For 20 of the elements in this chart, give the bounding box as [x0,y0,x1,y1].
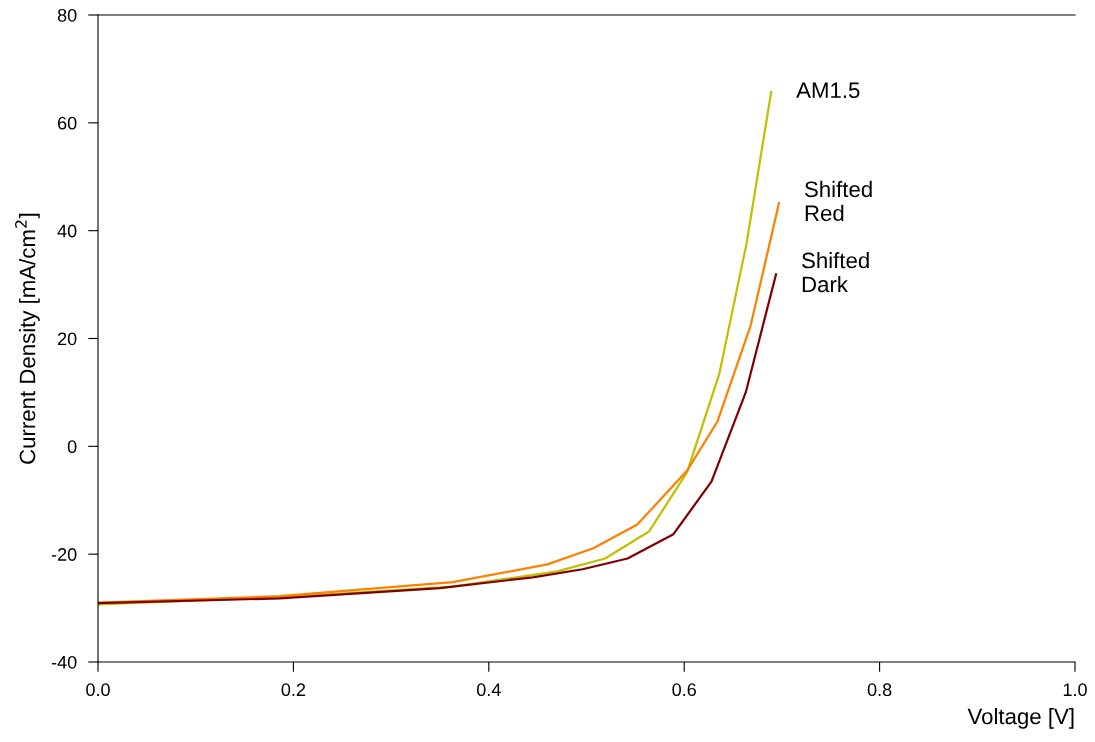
y-tick-label: 40 [57,224,77,238]
x-tick-label: 0.8 [867,683,892,697]
x-axis-title: Voltage [V] [967,708,1074,729]
series-label: Shifted Dark [802,252,869,293]
line-series [98,273,778,605]
y-tick-label: 60 [58,116,77,130]
y-tick-label: 20 [57,332,77,346]
x-tick-label: 1.0 [1063,683,1087,697]
x-tick-label: 0.2 [281,683,306,697]
x-tick-label: 0.4 [476,683,501,697]
y-tick-label: -20 [51,548,77,561]
y-tick-label: 0 [67,440,77,454]
y-tick-label: -40 [51,655,77,669]
y-tick-label: 80 [57,8,77,22]
x-tick-label: 0.0 [86,683,110,697]
x-tick-label: 0.6 [672,683,696,697]
series-label: AM1.5 [796,82,860,99]
line-series [98,202,781,604]
y-axis-title: Current Density [mA/cm$^{2}$] [15,213,40,464]
series-label: Shifted Red [804,180,872,222]
